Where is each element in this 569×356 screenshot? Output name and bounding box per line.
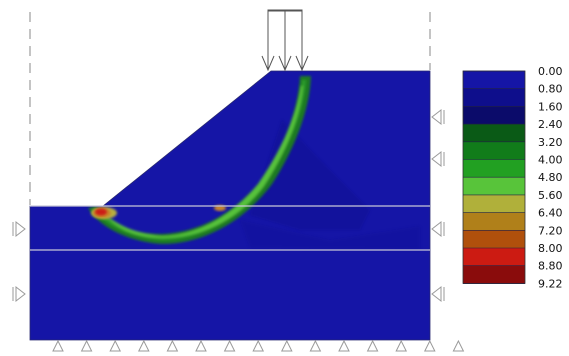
stress-shadow-lower — [240, 220, 420, 250]
load-arrow-3 — [295, 55, 309, 72]
bottom-pin-support — [223, 339, 236, 352]
shear-band-outer — [88, 76, 311, 244]
bottom-pin-support — [309, 339, 322, 352]
legend-swatch — [463, 265, 525, 284]
shear-band — [88, 76, 311, 244]
legend-swatch — [463, 212, 525, 231]
legend-swatch — [463, 248, 525, 267]
bottom-pin-support — [195, 339, 207, 352]
left-supports — [12, 220, 26, 303]
bottom-supports — [52, 339, 465, 352]
legend-label: 4.80 — [538, 171, 563, 184]
legend-swatch — [463, 141, 525, 160]
bottom-pin-support — [166, 339, 179, 352]
bottom-pin-support — [137, 339, 150, 352]
right-supports — [431, 108, 445, 303]
load-arrow-1 — [261, 55, 275, 72]
left-roller-support-1 — [15, 220, 26, 238]
color-legend: 0.00 0.80 1.60 2.40 3.20 4.00 4.80 5.60 6.40 7.20… — [462, 65, 563, 290]
surface-load — [261, 9, 309, 72]
bottom-pin-support — [280, 339, 293, 352]
legend-label: 0.00 — [538, 65, 563, 78]
legend-label: 3.20 — [538, 136, 563, 149]
bottom-pin-support — [366, 339, 379, 352]
legend-swatch — [463, 159, 525, 178]
legend-label: 7.20 — [538, 224, 563, 237]
right-roller-support-4 — [431, 285, 442, 303]
legend-label: 4.00 — [538, 154, 563, 167]
legend-swatch — [463, 194, 525, 214]
bottom-pin-support — [252, 339, 265, 352]
bottom-pin-support — [338, 339, 350, 352]
legend-swatch — [463, 71, 525, 90]
legend-label: 6.40 — [538, 207, 563, 220]
right-roller-support-1 — [431, 108, 442, 126]
left-roller-support-2 — [15, 285, 26, 303]
load-arrow-2 — [278, 55, 292, 72]
legend-label: 8.00 — [538, 242, 563, 255]
hotspot-toe-red — [95, 208, 107, 216]
legend-label: 5.60 — [538, 189, 563, 202]
legend-swatch — [463, 124, 525, 143]
bottom-pin-support — [452, 339, 465, 352]
legend-swatch — [463, 177, 525, 196]
legend-label: 1.60 — [538, 100, 563, 113]
right-roller-support-2 — [431, 150, 442, 168]
legend-swatch — [463, 88, 525, 107]
right-roller-support-3 — [431, 220, 442, 238]
bottom-pin-support — [52, 339, 64, 352]
legend-swatch — [463, 230, 525, 249]
legend-label: 2.40 — [538, 118, 563, 131]
bottom-pin-support — [423, 339, 436, 352]
bottom-pin-support — [395, 339, 408, 352]
legend-label: 8.80 — [538, 260, 563, 273]
legend-swatch — [463, 106, 525, 125]
bottom-pin-support — [109, 339, 122, 352]
bottom-pin-support — [80, 339, 93, 352]
legend-label: 9.22 — [538, 277, 563, 290]
legend-label: 0.80 — [538, 83, 563, 96]
